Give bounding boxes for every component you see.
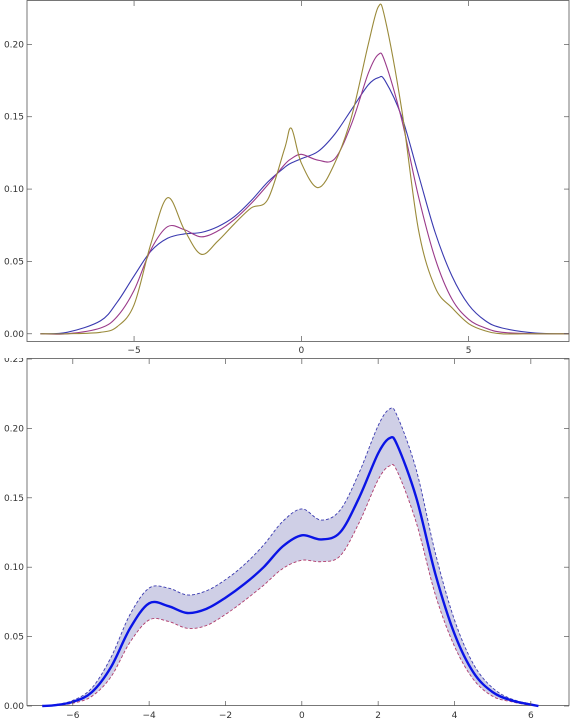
top-plot-border — [26, 0, 570, 342]
top-density-chart: −5 0 5 0.00 0.05 0.10 0.15 0.20 — [4, 0, 570, 356]
top-axes-group: −5 0 5 0.00 0.05 0.10 0.15 0.20 — [4, 1, 569, 356]
y-tick-label: 0.00 — [4, 330, 24, 340]
bottom-plot-frame — [26, 358, 570, 706]
y-tick-label: 0.05 — [4, 257, 24, 267]
x-tick-label: −4 — [143, 711, 157, 721]
density-line-1 — [40, 75, 570, 335]
y-tick-label: 0.10 — [4, 185, 24, 195]
bottom-density-band-chart: −6 −4 −2 0 2 4 6 0.00 0.05 0.10 0.15 0.20 0.25 — [4, 358, 570, 721]
density-line-2 — [40, 52, 570, 335]
y-tick-label: 0.25 — [4, 358, 24, 365]
y-tick-label: 0.20 — [4, 424, 24, 434]
bottom-series-group — [42, 407, 539, 708]
upper-bound-line — [42, 407, 539, 707]
lower-bound-line — [42, 464, 539, 707]
density-line-3 — [40, 3, 569, 335]
top-series-group — [40, 3, 570, 335]
x-tick-label: 2 — [375, 711, 381, 721]
bottom-plot-border — [26, 358, 570, 706]
x-tick-label: 0 — [298, 346, 304, 356]
confidence-band — [42, 407, 539, 706]
x-tick-label: 5 — [466, 346, 472, 356]
y-tick-label: 0.10 — [4, 563, 24, 573]
y-tick-label: 0.00 — [4, 702, 24, 712]
y-tick-label: 0.15 — [4, 494, 24, 504]
x-tick-label: −5 — [127, 346, 140, 356]
y-tick-label: 0.20 — [4, 40, 24, 50]
bottom-axes-group: −6 −4 −2 0 2 4 6 0.00 0.05 0.10 0.15 0.20 0.25 — [4, 358, 569, 721]
y-tick-label: 0.15 — [4, 113, 24, 123]
mean-density-line — [42, 435, 539, 708]
x-tick-label: 4 — [452, 711, 458, 721]
y-tick-label: 0.05 — [4, 633, 24, 643]
top-plot-frame — [26, 0, 570, 342]
x-tick-label: −6 — [66, 711, 80, 721]
x-tick-label: 0 — [299, 711, 305, 721]
x-tick-label: 6 — [528, 711, 534, 721]
x-tick-label: −2 — [219, 711, 232, 721]
